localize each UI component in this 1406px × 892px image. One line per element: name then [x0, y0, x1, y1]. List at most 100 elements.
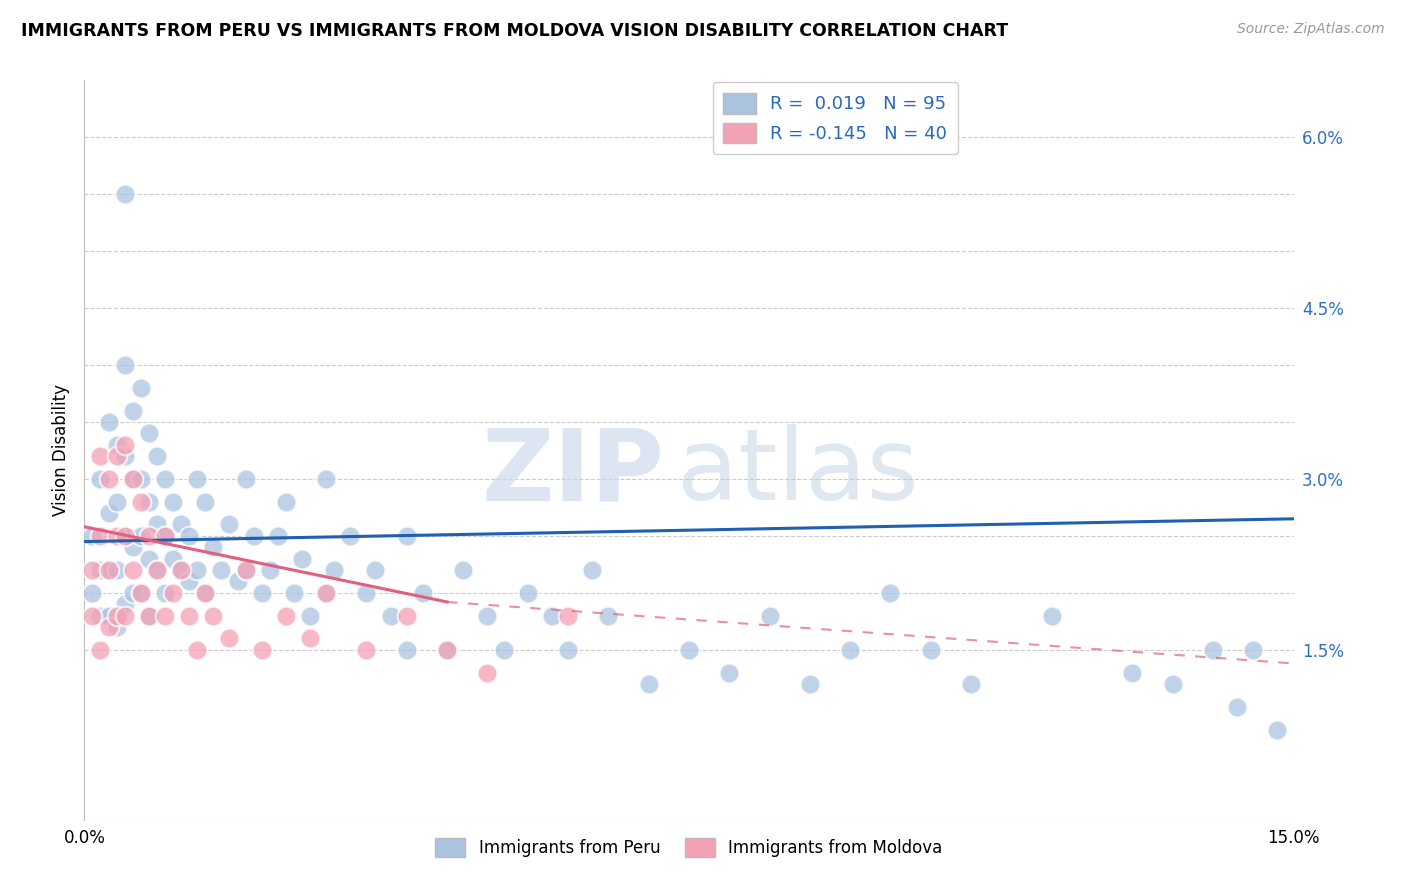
Point	[114, 438, 136, 452]
Point	[799, 677, 821, 691]
Point	[477, 608, 499, 623]
Point	[170, 517, 193, 532]
Point	[291, 551, 314, 566]
Point	[920, 642, 942, 657]
Point	[380, 608, 402, 623]
Point	[138, 608, 160, 623]
Point	[129, 586, 152, 600]
Point	[516, 586, 538, 600]
Point	[395, 529, 418, 543]
Point	[557, 642, 579, 657]
Point	[209, 563, 232, 577]
Point	[129, 529, 152, 543]
Point	[129, 494, 152, 508]
Point	[89, 472, 111, 486]
Point	[97, 472, 120, 486]
Point	[186, 642, 208, 657]
Point	[226, 574, 249, 589]
Point	[839, 642, 862, 657]
Point	[121, 586, 143, 600]
Point	[242, 529, 264, 543]
Point	[97, 608, 120, 623]
Point	[129, 586, 152, 600]
Point	[105, 494, 128, 508]
Point	[105, 449, 128, 463]
Point	[218, 517, 240, 532]
Point	[121, 541, 143, 555]
Point	[283, 586, 305, 600]
Point	[105, 563, 128, 577]
Point	[138, 494, 160, 508]
Point	[153, 529, 176, 543]
Point	[194, 586, 217, 600]
Point	[129, 381, 152, 395]
Point	[436, 642, 458, 657]
Point	[637, 677, 659, 691]
Point	[274, 494, 297, 508]
Point	[250, 586, 273, 600]
Point	[114, 449, 136, 463]
Point	[1161, 677, 1184, 691]
Point	[82, 608, 104, 623]
Point	[202, 541, 225, 555]
Point	[121, 563, 143, 577]
Point	[170, 563, 193, 577]
Point	[235, 472, 257, 486]
Point	[315, 472, 337, 486]
Point	[267, 529, 290, 543]
Point	[82, 586, 104, 600]
Point	[315, 586, 337, 600]
Point	[89, 529, 111, 543]
Point	[129, 472, 152, 486]
Point	[121, 403, 143, 417]
Point	[960, 677, 983, 691]
Point	[114, 358, 136, 372]
Point	[299, 632, 322, 646]
Point	[114, 529, 136, 543]
Point	[235, 563, 257, 577]
Point	[218, 632, 240, 646]
Point	[315, 586, 337, 600]
Point	[114, 597, 136, 611]
Point	[879, 586, 901, 600]
Point	[146, 449, 169, 463]
Point	[274, 608, 297, 623]
Point	[138, 529, 160, 543]
Point	[202, 608, 225, 623]
Point	[153, 608, 176, 623]
Point	[97, 620, 120, 634]
Point	[194, 494, 217, 508]
Point	[153, 586, 176, 600]
Legend: Immigrants from Peru, Immigrants from Moldova: Immigrants from Peru, Immigrants from Mo…	[429, 831, 949, 864]
Point	[153, 529, 176, 543]
Point	[89, 608, 111, 623]
Point	[1121, 665, 1143, 680]
Point	[170, 563, 193, 577]
Point	[1040, 608, 1063, 623]
Point	[1202, 642, 1225, 657]
Point	[105, 529, 128, 543]
Point	[114, 529, 136, 543]
Point	[395, 642, 418, 657]
Point	[598, 608, 620, 623]
Point	[146, 563, 169, 577]
Point	[194, 586, 217, 600]
Point	[97, 563, 120, 577]
Point	[356, 586, 378, 600]
Point	[581, 563, 603, 577]
Text: ZIP: ZIP	[482, 425, 665, 521]
Point	[89, 449, 111, 463]
Point	[153, 472, 176, 486]
Point	[259, 563, 281, 577]
Point	[758, 608, 780, 623]
Point	[105, 438, 128, 452]
Point	[179, 608, 201, 623]
Point	[89, 563, 111, 577]
Point	[114, 187, 136, 202]
Point	[82, 529, 104, 543]
Point	[557, 608, 579, 623]
Point	[678, 642, 700, 657]
Point	[146, 563, 169, 577]
Point	[451, 563, 474, 577]
Point	[235, 563, 257, 577]
